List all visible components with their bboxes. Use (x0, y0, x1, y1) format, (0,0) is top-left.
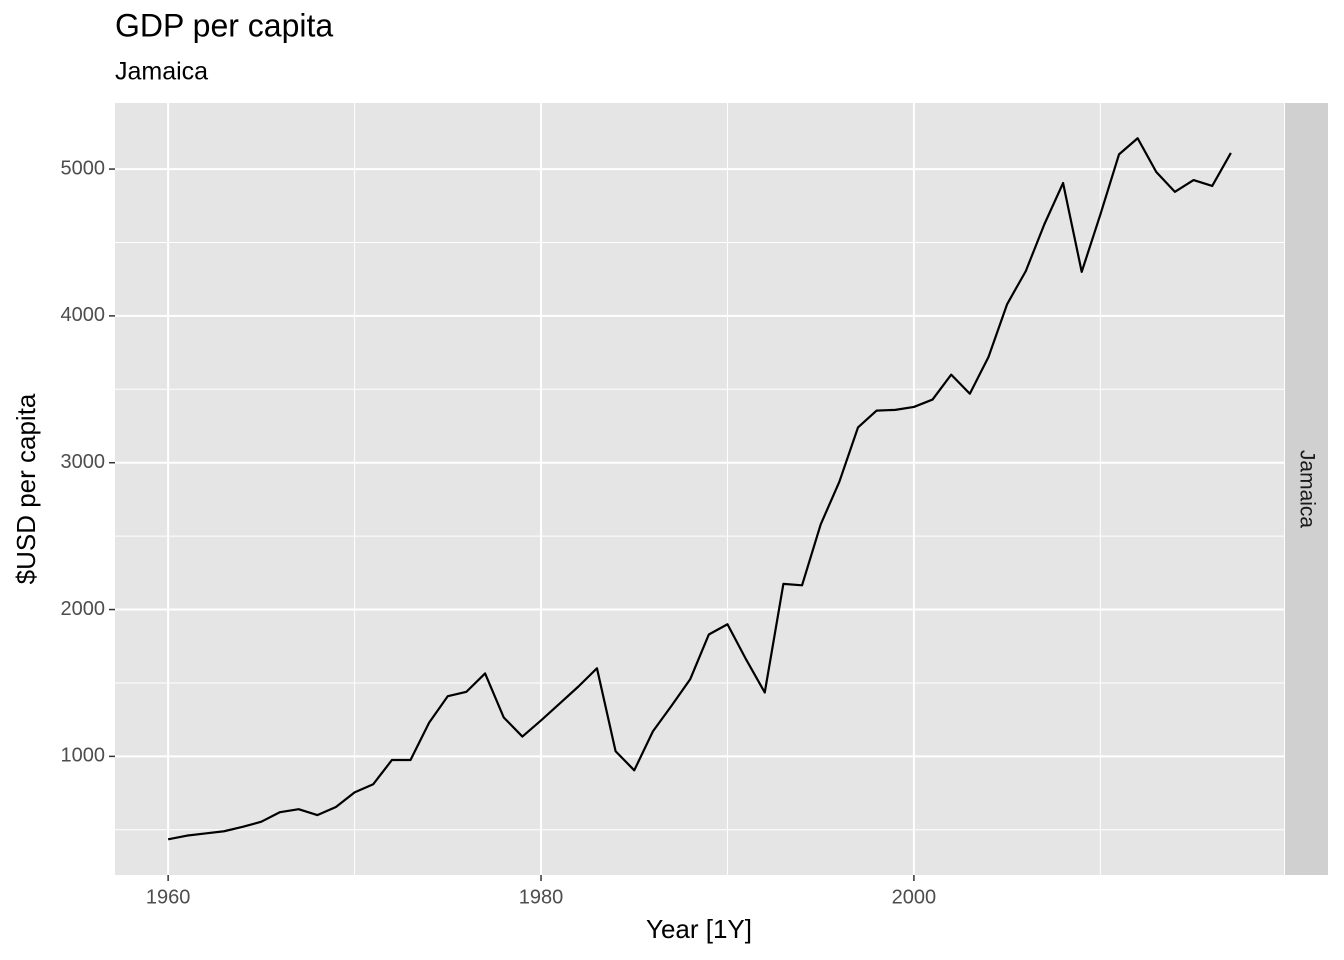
grid: 1960 1980 2000 1000 2000 3000 4000 5000 (61, 103, 1284, 908)
x-tick-label: 2000 (892, 886, 937, 908)
facet-strip (1285, 103, 1328, 875)
panel (115, 103, 1284, 875)
x-axis-title: Year [1Y] (646, 914, 752, 944)
y-tick-label: 5000 (61, 157, 106, 179)
marks (167, 137, 1232, 841)
y-tick-label: 1000 (61, 745, 106, 767)
y-tick-label: 2000 (61, 598, 106, 620)
facet-label: Jamaica (1295, 450, 1318, 529)
y-tick-label: 3000 (61, 451, 106, 473)
x-tick-label: 1980 (519, 886, 564, 908)
line (167, 137, 1232, 841)
x-tick-label: 1960 (146, 886, 191, 908)
y-tick-label: 4000 (61, 304, 106, 326)
chart-title: GDP per capita (115, 7, 333, 43)
y-axis-title: $USD per capita (11, 393, 41, 584)
chart-subtitle: Jamaica (115, 58, 208, 86)
